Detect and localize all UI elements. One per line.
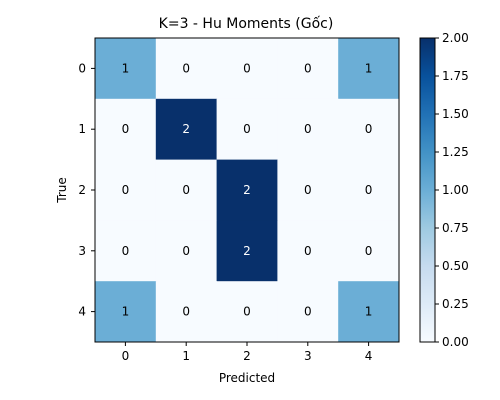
colorbar-tick-label: 0.25 xyxy=(442,297,469,311)
heatmap-cell xyxy=(216,159,278,221)
cell-value-label: 0 xyxy=(182,183,190,197)
y-tick-label: 4 xyxy=(78,305,86,319)
cell-value-label: 0 xyxy=(304,244,312,258)
heatmap-cell xyxy=(338,38,400,100)
heatmap-cell xyxy=(95,220,157,282)
cell-value-label: 1 xyxy=(365,61,373,75)
heatmap-cell xyxy=(95,98,157,161)
x-tick-label: 3 xyxy=(304,349,312,363)
x-axis-ticks: 0 1 2 3 4 xyxy=(122,342,373,363)
cell-value-label: 0 xyxy=(304,61,312,75)
heatmap-cell xyxy=(95,38,157,100)
cell-value-label: 2 xyxy=(182,122,190,136)
y-axis-label: True xyxy=(55,177,69,204)
cell-value-label: 0 xyxy=(365,244,373,258)
cell-value-label: 0 xyxy=(122,183,130,197)
colorbar-tick-label: 0.75 xyxy=(442,221,469,235)
heatmap-cell xyxy=(277,98,339,161)
heatmap-cell xyxy=(277,159,339,221)
y-tick-label: 0 xyxy=(78,61,86,75)
cell-value-label: 0 xyxy=(304,122,312,136)
heatmap-cell xyxy=(338,281,400,343)
x-tick-label: 2 xyxy=(243,349,251,363)
cell-value-label: 0 xyxy=(243,61,251,75)
cell-value-label: 1 xyxy=(365,305,373,319)
cell-value-label: 1 xyxy=(122,305,130,319)
cell-value-label: 0 xyxy=(304,305,312,319)
x-axis-label: Predicted xyxy=(219,371,275,385)
cell-value-label: 0 xyxy=(365,183,373,197)
colorbar-tick-label: 0.00 xyxy=(442,335,469,349)
heatmap-cell xyxy=(155,281,218,343)
y-tick-label: 2 xyxy=(78,183,86,197)
heatmap-cell xyxy=(216,38,278,100)
cell-value-label: 0 xyxy=(182,305,190,319)
heatmap-cell xyxy=(155,98,218,161)
heatmap-cell xyxy=(338,98,400,161)
cell-value-label: 0 xyxy=(304,183,312,197)
heatmap-cell xyxy=(338,159,400,221)
heatmap-cell xyxy=(155,159,218,221)
heatmap-cell xyxy=(216,281,278,343)
heatmap-cell xyxy=(338,220,400,282)
y-tick-label: 1 xyxy=(78,122,86,136)
chart-title: K=3 - Hu Moments (Gốc) xyxy=(159,15,334,32)
heatmap-cell-labels: 1 0 0 0 1 0 2 0 0 0 0 0 2 0 0 0 0 2 0 0 1 0 0 0 1 xyxy=(122,61,373,318)
colorbar-ticks: 0.00 0.25 0.50 0.75 1.00 1.25 1.50 1.75 2.00 xyxy=(435,31,469,349)
colorbar-tick-label: 2.00 xyxy=(442,31,469,45)
heatmap-cells xyxy=(95,38,400,343)
x-tick-label: 4 xyxy=(365,349,373,363)
heatmap-cell xyxy=(277,281,339,343)
colorbar-tick-label: 1.50 xyxy=(442,107,469,121)
heatmap-cell xyxy=(216,98,278,161)
cell-value-label: 2 xyxy=(243,244,251,258)
x-tick-label: 1 xyxy=(182,349,190,363)
colorbar-tick-label: 1.25 xyxy=(442,145,469,159)
cell-value-label: 0 xyxy=(365,122,373,136)
cell-value-label: 0 xyxy=(122,244,130,258)
heatmap-cell xyxy=(277,220,339,282)
cell-value-label: 1 xyxy=(122,61,130,75)
heatmap-cell xyxy=(95,281,157,343)
cell-value-label: 2 xyxy=(243,183,251,197)
y-axis-ticks: 0 1 2 3 4 xyxy=(78,61,95,319)
colorbar-tick-label: 0.50 xyxy=(442,259,469,273)
cell-value-label: 0 xyxy=(243,305,251,319)
y-tick-label: 3 xyxy=(78,244,86,258)
heatmap-cell xyxy=(95,159,157,221)
cell-value-label: 0 xyxy=(182,61,190,75)
cell-value-label: 0 xyxy=(122,122,130,136)
heatmap-cell xyxy=(277,38,339,100)
colorbar xyxy=(419,37,436,343)
heatmap-cell xyxy=(155,220,218,282)
colorbar-tick-label: 1.75 xyxy=(442,69,469,83)
cell-value-label: 0 xyxy=(182,244,190,258)
x-tick-label: 0 xyxy=(122,349,130,363)
cell-value-label: 0 xyxy=(243,122,251,136)
heatmap-cell xyxy=(216,220,278,282)
colorbar-tick-label: 1.00 xyxy=(442,183,469,197)
heatmap-cell xyxy=(155,38,218,100)
